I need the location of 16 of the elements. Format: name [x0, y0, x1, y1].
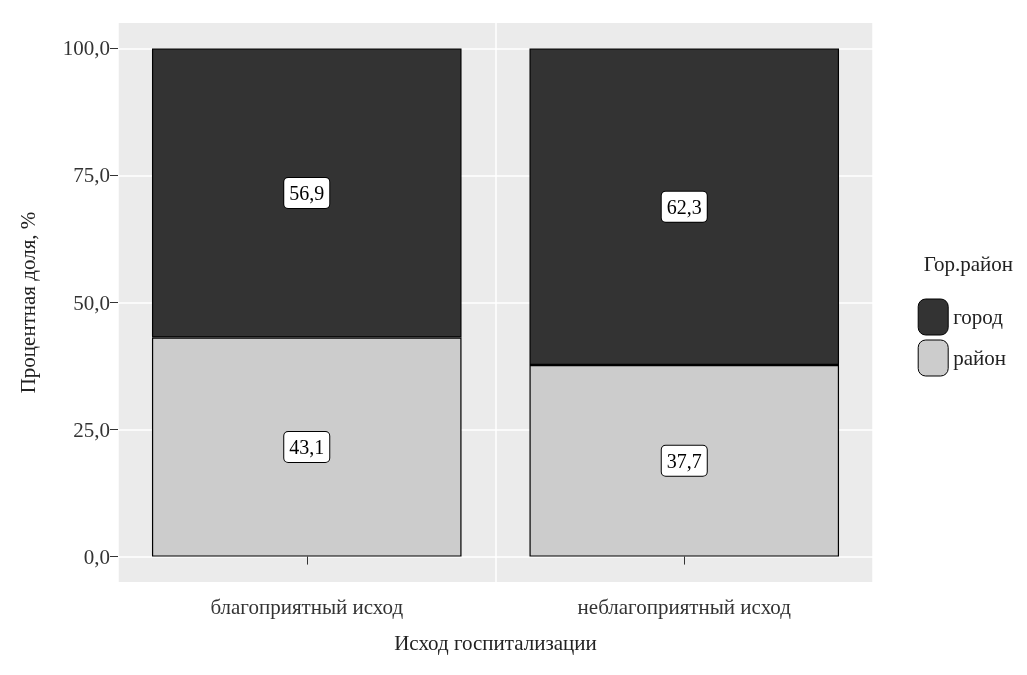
data-label: 56,9: [289, 181, 325, 204]
y-tick-label: 50,0: [73, 290, 110, 315]
x-tick-label: неблагоприятный исход: [577, 594, 792, 619]
legend-title: Гор.район: [923, 251, 1013, 276]
legend-label: город: [953, 305, 1004, 329]
x-tick-label: благоприятный исход: [210, 594, 404, 619]
data-label: 62,3: [666, 195, 702, 218]
y-tick-label: 25,0: [73, 417, 110, 442]
data-label: 37,7: [666, 449, 702, 472]
y-tick-label: 100,0: [62, 36, 110, 61]
legend-label: район: [953, 346, 1007, 370]
x-axis-title: Исход госпитализации: [394, 630, 597, 655]
y-axis-title: Процентная доля, %: [15, 211, 40, 394]
data-label: 43,1: [289, 436, 325, 459]
y-tick-label: 75,0: [73, 163, 110, 188]
y-tick-label: 0,0: [83, 544, 110, 569]
